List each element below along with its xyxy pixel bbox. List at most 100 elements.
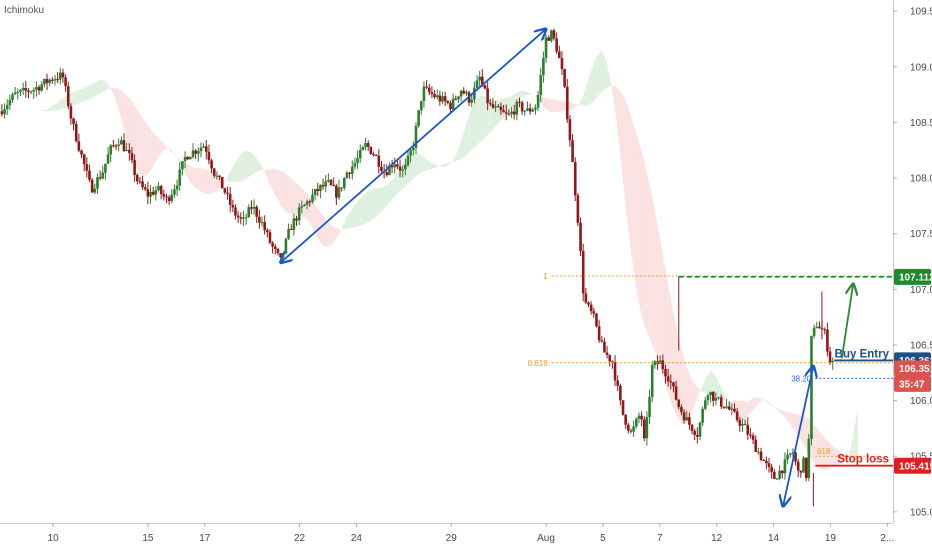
- candle-body: [462, 90, 466, 94]
- cloud-segment: [782, 410, 787, 420]
- cloud-segment: [820, 432, 825, 470]
- candle-body: [449, 102, 452, 110]
- fib-level-label: 0.618: [528, 359, 549, 368]
- candle-body: [189, 157, 192, 160]
- candle-body: [597, 326, 601, 341]
- cloud-segment: [194, 167, 200, 191]
- fib-level-label: 38.20: [791, 374, 812, 383]
- y-tick-label: 108.000: [910, 174, 932, 185]
- x-tick-label: 22: [294, 533, 306, 544]
- cloud-segment: [146, 124, 152, 176]
- candle-body: [478, 76, 481, 81]
- candle-body: [96, 177, 99, 189]
- candle-body: [380, 166, 383, 172]
- cloud-segment: [663, 258, 669, 395]
- cloud-segment: [289, 176, 294, 215]
- candle-body: [141, 181, 144, 188]
- candle-body: [58, 72, 62, 80]
- candle-body: [688, 417, 691, 425]
- cloud-segment: [421, 155, 427, 173]
- cloud-segment: [118, 88, 124, 127]
- candle-body: [725, 406, 728, 408]
- y-tick-label: 108.500: [910, 118, 932, 129]
- candle-body: [106, 154, 110, 164]
- candle-body: [592, 311, 596, 314]
- candle-body: [826, 329, 829, 352]
- cloud-segment: [56, 99, 62, 111]
- candle-body: [627, 424, 630, 431]
- cloud-segment: [170, 148, 176, 156]
- candle-body: [80, 150, 83, 155]
- candle-body: [337, 187, 341, 198]
- candle-body: [547, 37, 550, 41]
- candle-body: [183, 157, 187, 162]
- cloud-segment: [222, 176, 228, 185]
- cloud-segment: [459, 129, 465, 160]
- candle-body: [828, 351, 832, 363]
- candle-body: [74, 123, 78, 142]
- candle-body: [528, 108, 532, 112]
- candle-body: [550, 30, 553, 41]
- candle-body: [703, 400, 707, 409]
- candle-body: [722, 406, 726, 408]
- candle-body: [693, 430, 696, 435]
- cloud-segment: [208, 170, 214, 194]
- candle-body: [133, 160, 136, 176]
- candle-body: [281, 253, 285, 258]
- candle-body: [584, 293, 588, 303]
- cloud-segment: [255, 157, 261, 173]
- candle-body: [650, 365, 654, 398]
- candle-body: [451, 98, 455, 110]
- candle-body: [72, 118, 75, 124]
- candle-body: [717, 397, 720, 399]
- candle-body: [305, 201, 309, 205]
- candle-body: [757, 451, 760, 453]
- candle-body: [13, 92, 17, 95]
- candle-body: [544, 37, 548, 59]
- candle-body: [263, 222, 266, 231]
- price-label-text: 35:47: [899, 380, 925, 391]
- candle-body: [542, 58, 545, 76]
- candle-body: [435, 95, 439, 98]
- candle-body: [236, 215, 240, 218]
- candle-body: [661, 360, 665, 370]
- cloud-segment: [469, 103, 474, 153]
- cloud-segment: [526, 91, 531, 96]
- candle-body: [207, 151, 211, 161]
- candle-body: [356, 158, 359, 164]
- candle-body: [680, 407, 683, 413]
- candle-body: [536, 94, 540, 108]
- cloud-segment: [265, 169, 271, 185]
- cloud-segment: [104, 80, 110, 92]
- cloud-segment: [175, 154, 181, 164]
- x-tick-label: 14: [768, 533, 780, 544]
- cloud-segment: [753, 397, 759, 410]
- candle-body: [802, 457, 805, 473]
- candle-body: [162, 194, 166, 197]
- candle-body: [645, 416, 649, 439]
- cloud-segment: [445, 162, 451, 167]
- cloud-segment: [620, 91, 626, 207]
- candle-body: [526, 108, 529, 111]
- candle-body: [608, 354, 612, 362]
- candle-body: [374, 155, 378, 157]
- candle-body: [149, 191, 152, 197]
- candle-body: [358, 150, 362, 159]
- cloud-segment: [838, 450, 844, 464]
- cloud-segment: [706, 370, 711, 395]
- candle-body: [21, 88, 25, 90]
- candle-body: [308, 201, 312, 203]
- cloud-segment: [583, 81, 588, 106]
- candle-body: [154, 190, 158, 195]
- cloud-segment: [644, 162, 650, 338]
- candle-body: [19, 89, 22, 92]
- candle-body: [385, 172, 389, 176]
- cloud-segment: [521, 90, 527, 99]
- x-tick-label: 7: [657, 533, 663, 544]
- cloud-segment: [473, 96, 479, 148]
- cloud-segment: [606, 61, 612, 88]
- candle-body: [475, 80, 479, 88]
- cloud-segment: [426, 159, 432, 171]
- candle-body: [778, 470, 781, 479]
